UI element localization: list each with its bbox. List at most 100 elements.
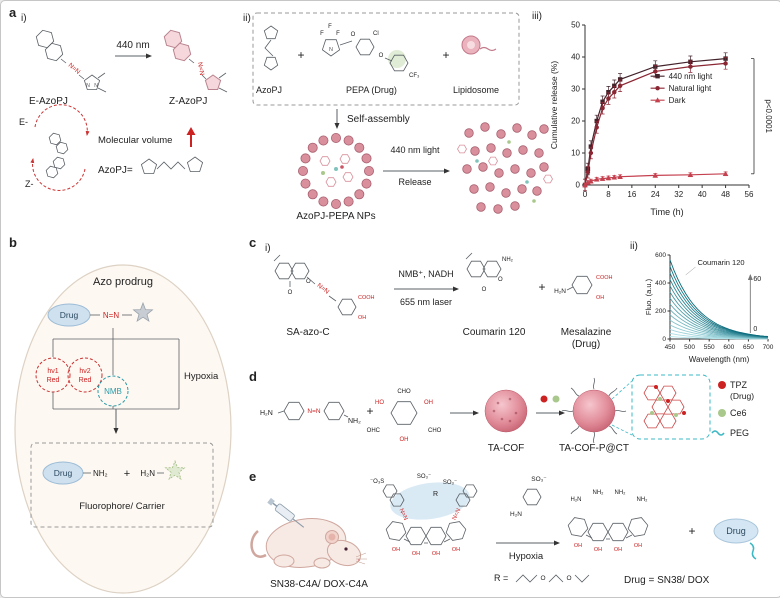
nh2-group: NH₂: [593, 490, 605, 496]
svg-text:30: 30: [571, 85, 580, 94]
peg-label: PEG: [730, 428, 749, 438]
mouse-tail: [250, 530, 267, 558]
oh-group: OH: [574, 543, 582, 549]
panel-c-label: c: [249, 235, 256, 250]
molecular-volume-label: Molecular volume: [98, 135, 172, 146]
nh2-group: NH₂: [93, 469, 108, 478]
oh-group: OH: [424, 400, 433, 406]
mesalazine-structure: H₂N COOH OH: [554, 275, 612, 301]
panel-c-art: c i) O O N=N COOH OH SA-azo-C NMB⁺, NADH…: [249, 235, 638, 350]
triformylphloroglucinol-structure: CHO HO OH OHC CHO OH: [367, 389, 442, 443]
f-atom: F: [320, 31, 324, 37]
svg-text:200: 200: [655, 308, 666, 315]
e-form-label: E-: [19, 117, 28, 127]
released-sulfonate-structure: SO₃⁻ H₂N: [510, 476, 547, 518]
drug-label: Drug: [54, 468, 73, 478]
nh2-group: NH₂: [615, 490, 627, 496]
panel-a-i-label: i): [21, 13, 27, 24]
released-drug: Drug: [713, 518, 759, 560]
cf3-group: CF₃: [409, 73, 420, 79]
plus-sign: +: [366, 404, 373, 418]
azopj-component-structure: [263, 25, 279, 71]
components-box: [252, 12, 520, 106]
svg-text:Cumulative release (%): Cumulative release (%): [549, 61, 559, 150]
ce6-label: Ce6: [730, 408, 747, 418]
oh-group: OH: [634, 543, 642, 549]
sa-azo-c-label: SA-azo-C: [286, 327, 329, 338]
panel-a-art: a i) N=N N N E-AzoPJ 440 nm N=N Z-AzoPJ …: [9, 5, 553, 222]
dispersed-particles: [457, 122, 553, 214]
azopj-definition-label: AzoPJ=: [98, 165, 133, 176]
plus-sign: +: [124, 468, 130, 480]
lipidosome-label: Lipidosome: [453, 85, 499, 95]
svg-text:600: 600: [723, 344, 734, 351]
sa-azo-c-structure: O O N=N COOH OH: [273, 254, 375, 321]
z-form-label: Z-: [25, 179, 34, 189]
plus-sign: +: [297, 48, 304, 62]
panel-b-art: b Azo prodrug Drug N=N hν1 Red hν2 Red N…: [9, 235, 232, 594]
conditions-top-label: NMB⁺, NADH: [398, 269, 453, 279]
azo-prodrug-title: Azo prodrug: [93, 276, 153, 288]
panel-d-art: d H₂N N=N NH₂ + CHO HO OH OHC CHO OH TA-…: [249, 369, 754, 454]
fluorophore-star-icon: [164, 459, 186, 481]
plus-sign: +: [688, 524, 695, 538]
azopj-component-label: AzoPJ: [256, 85, 282, 95]
panel-d-label: d: [249, 369, 257, 384]
nh2-group: NH₂: [637, 497, 649, 503]
red-label: Red: [79, 377, 92, 384]
f-atom: F: [328, 24, 332, 30]
svg-text:40: 40: [571, 53, 580, 62]
svg-text:Dark: Dark: [669, 96, 687, 105]
svg-text:40: 40: [698, 190, 707, 199]
nh2-group: NH₂: [502, 257, 514, 263]
oh-group: OH: [358, 315, 366, 321]
drug-tail-wave-icon: [749, 542, 757, 560]
nmb-circle: [97, 375, 129, 407]
o-atom: O: [566, 575, 571, 582]
coumarin-120-structure: O O NH₂: [465, 252, 514, 293]
o-atom: O: [306, 279, 311, 285]
cleavage-products: Drug NH₂ + H₂N Fluorophore/ Carrier: [30, 442, 214, 528]
drug-definition-label: Drug = SN38/ DOX: [624, 575, 710, 586]
h2n-group: H₂N: [554, 288, 566, 295]
peg-wave-icon: [711, 430, 725, 436]
svg-text:Fluo. (a.u.): Fluo. (a.u.): [644, 278, 653, 315]
prodrug-structure: Drug N=N: [47, 301, 154, 327]
ta-cof-pct-sphere: [561, 377, 627, 444]
mouse-illustration: [250, 497, 367, 569]
r-definition-label: R =: [494, 573, 508, 583]
tpz-label: TPZ: [730, 380, 748, 390]
so3-group: SO₃⁻: [443, 480, 457, 486]
svg-text:50: 50: [571, 21, 580, 30]
svg-text:16: 16: [627, 190, 636, 199]
lipidosome-icon: [461, 35, 497, 55]
svg-text:0: 0: [583, 190, 588, 199]
azo-bond-label: N=N: [398, 508, 409, 522]
e-azopj-structure: N=N N N: [35, 29, 107, 93]
hv2-circle: [67, 357, 103, 393]
self-assembly-label: Self-assembly: [347, 114, 410, 125]
syringe-icon: [267, 497, 305, 528]
panel-b-label: b: [9, 235, 17, 250]
hv2-label: hν2: [79, 368, 90, 375]
calixarene-product-structure: H₂N NH₂ NH₂ NH₂ OH OH OH OH: [567, 490, 649, 553]
r-linker-structure: O O: [515, 574, 590, 583]
svg-text:20: 20: [571, 117, 580, 126]
release-chart: 0 8 16 24 32 40 48 56 0 10 20 30 40 50 Time (h) Cumulat…: [547, 15, 779, 219]
oh-group: OH: [596, 295, 604, 301]
svg-text:Natural light: Natural light: [669, 84, 712, 93]
panel-c-ii-label: ii): [630, 241, 638, 252]
products-caption: Fluorophore/ Carrier: [79, 501, 165, 512]
r-group-label: R: [433, 491, 438, 498]
cho-group: CHO: [428, 428, 442, 434]
o-atom: O: [288, 290, 293, 296]
fluorescence-chart: 450 500 550 600 650 700 0 200 400 600 Wavelength (…: [642, 247, 778, 365]
ce6-dot-icon: [552, 395, 560, 403]
n-atom: N: [94, 83, 98, 89]
compound-label: SN38-C4A/ DOX-C4A: [270, 579, 368, 590]
oh-group: OH: [614, 547, 622, 553]
release-chart-svg: 0 8 16 24 32 40 48 56 0 10 20 30 40 50 Time (h) Cumulat…: [549, 21, 773, 218]
svg-text:8: 8: [606, 190, 611, 199]
e-azopj-label: E-AzoPJ: [29, 96, 68, 107]
